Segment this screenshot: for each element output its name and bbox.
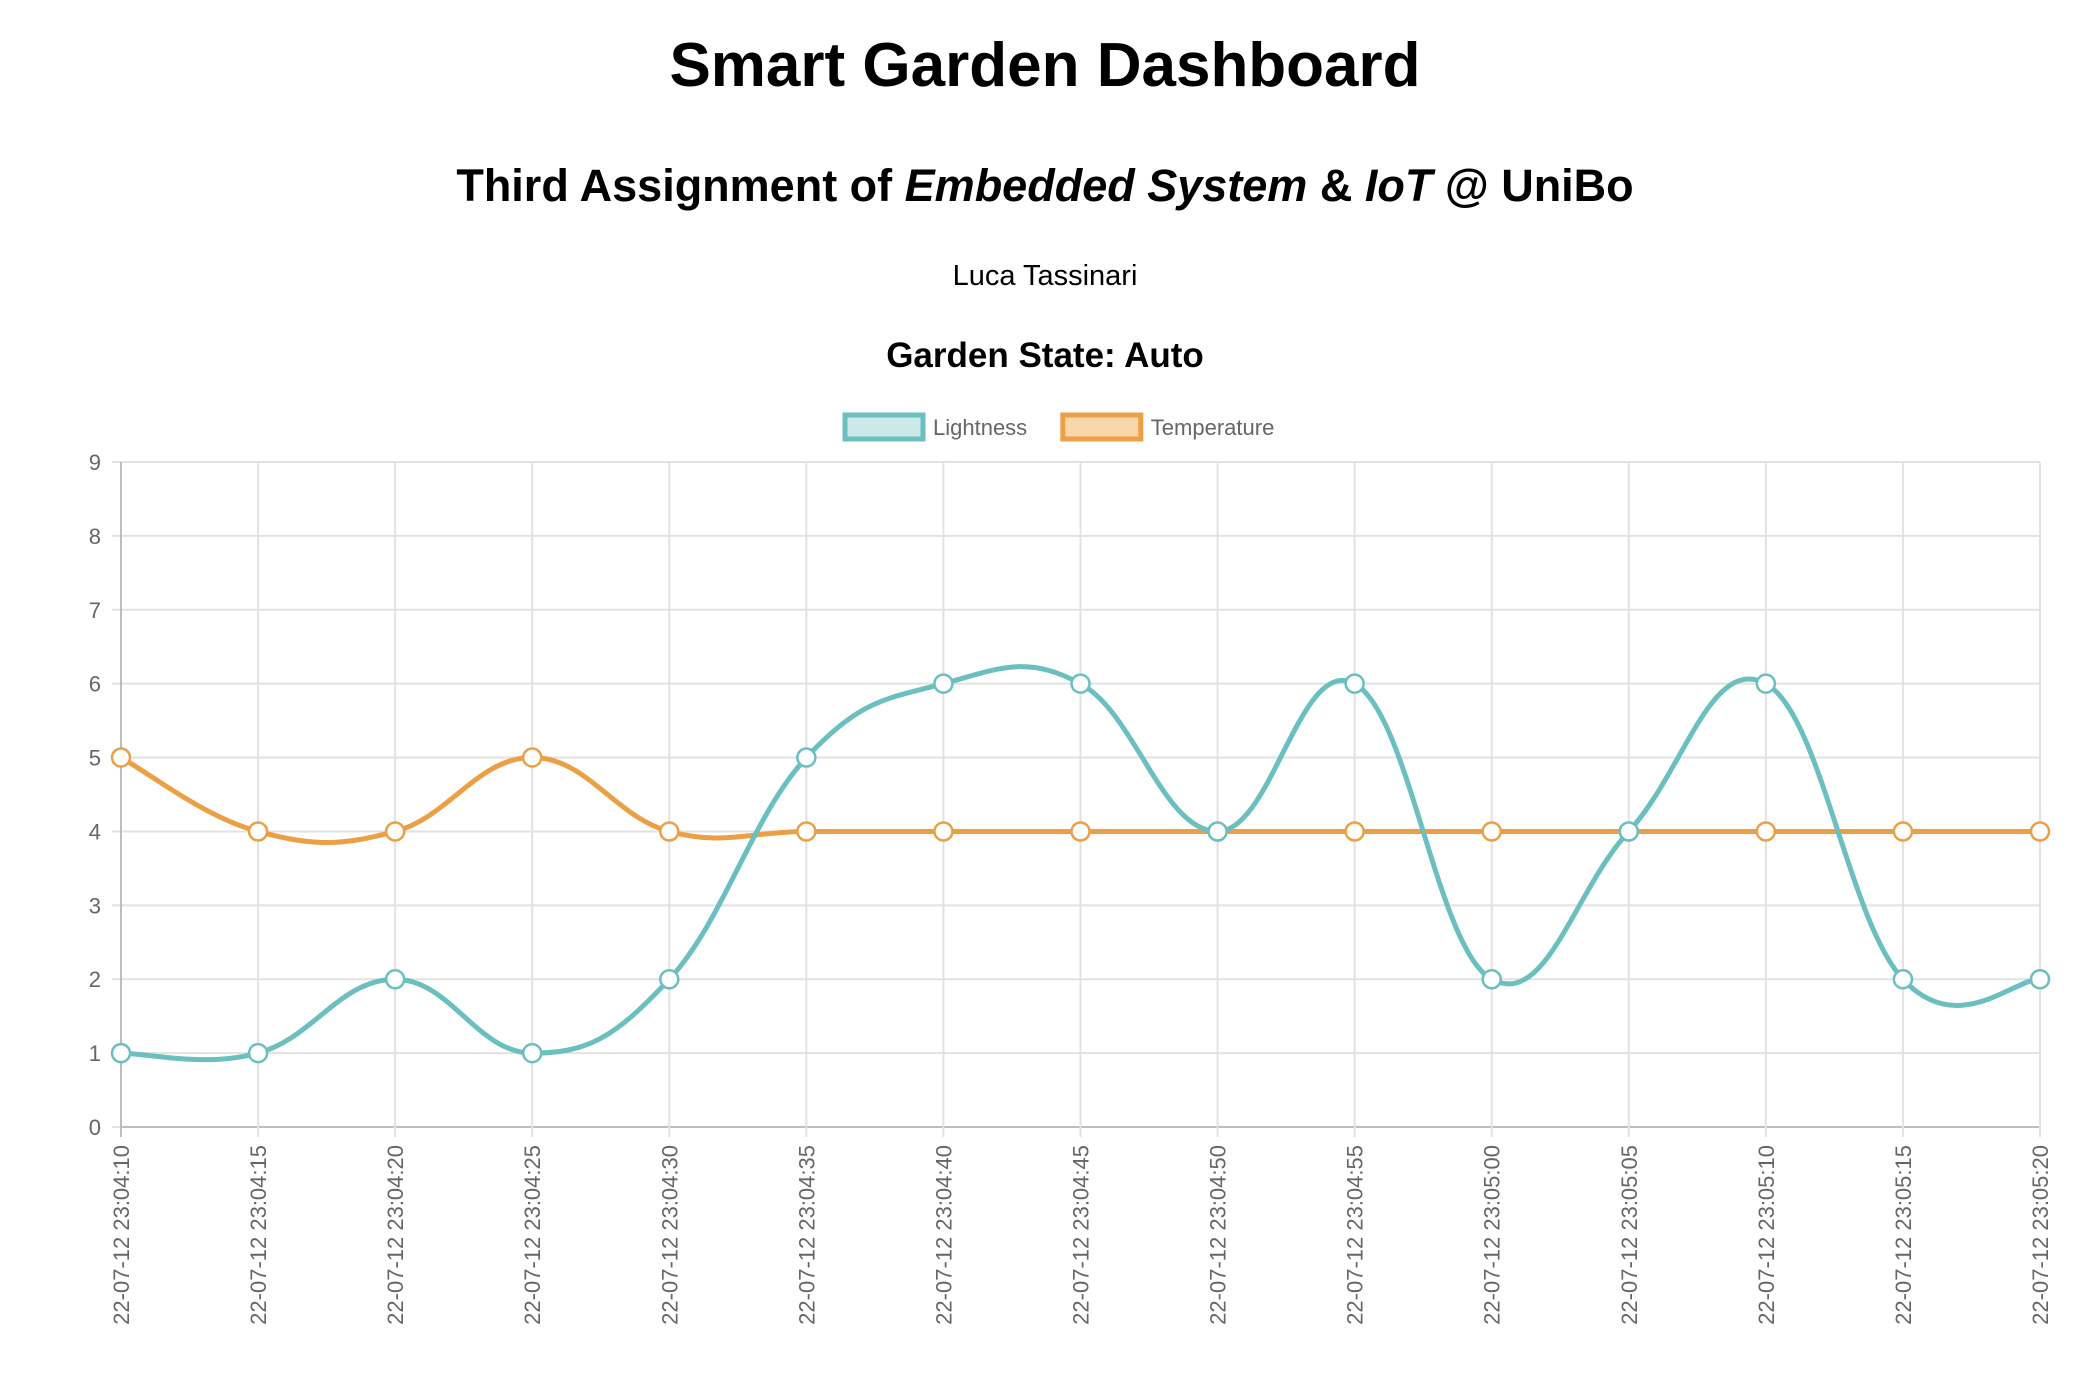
legend-swatch-temperature[interactable] (1060, 412, 1144, 442)
x-tick-label: 22-07-12 23:05:15 (1891, 1145, 1916, 1325)
legend-label-lightness[interactable]: Lightness (933, 415, 1027, 440)
lightness-data-point[interactable] (1618, 821, 1640, 842)
x-tick-label: 22-07-12 23:05:05 (1617, 1145, 1642, 1325)
chart-container: 0 1 2 3 4 5 6 7 8 9 22-07-12 23:04:10 22-07-12 23:0… (0, 400, 2090, 1384)
x-tick-label: 22-07-12 23:04:25 (520, 1145, 545, 1325)
y-tick-label: 3 (89, 893, 101, 918)
lightness-data-point[interactable] (1892, 968, 1914, 990)
temperature-data-point[interactable] (1344, 821, 1365, 842)
y-tick-label: 2 (89, 967, 101, 992)
page-title: Smart Garden Dashboard (669, 31, 1421, 100)
temperature-data-point[interactable] (110, 747, 132, 768)
subtitle-suffix: @ UniBo (1432, 160, 1634, 211)
lightness-data-point[interactable] (384, 968, 406, 990)
author-name: Luca Tassinari (952, 260, 1138, 292)
temperature-data-point[interactable] (2029, 821, 2051, 842)
garden-state: Garden State: Auto (886, 336, 1204, 375)
y-tick-label: 7 (89, 598, 101, 623)
page-subtitle: Third Assignment of Embedded System & Io… (0, 158, 2090, 214)
subtitle-prefix: Third Assignment of (456, 160, 905, 211)
lightness-data-point[interactable] (2029, 968, 2051, 990)
temperature-data-point[interactable] (933, 821, 954, 842)
subtitle-course: Embedded System (904, 160, 1308, 211)
temperature-data-point[interactable] (1755, 821, 1777, 842)
subtitle-topic: IoT (1364, 160, 1433, 211)
lightness-data-point[interactable] (1755, 673, 1777, 694)
temperature-data-point[interactable] (1481, 821, 1502, 842)
x-tick-label: 22-07-12 23:04:15 (246, 1145, 271, 1325)
y-tick-label: 4 (89, 819, 101, 844)
x-tick-label: 22-07-12 23:05:20 (2028, 1145, 2053, 1325)
x-tick-label: 22-07-12 23:04:30 (657, 1145, 682, 1325)
temperature-data-point[interactable] (659, 821, 680, 842)
y-tick-label: 8 (89, 524, 101, 549)
subtitle-ampersand: & (1307, 160, 1365, 211)
y-tick-label: 6 (89, 672, 101, 697)
x-tick-label: 22-07-12 23:04:50 (1206, 1145, 1231, 1325)
x-tick-label: 22-07-12 23:05:00 (1480, 1145, 1505, 1325)
temperature-data-point[interactable] (1070, 821, 1091, 842)
header: Smart Garden Dashboard Third Assignment … (0, 0, 2090, 378)
temperature-data-point[interactable] (1892, 821, 1914, 842)
x-tick-label: 22-07-12 23:04:55 (1343, 1145, 1368, 1325)
x-tick-label: 22-07-12 23:04:35 (794, 1145, 819, 1325)
line-chart: 0 1 2 3 4 5 6 7 8 9 22-07-12 23:04:10 22-07-12 23:0… (89, 412, 2053, 1325)
lightness-data-point[interactable] (1344, 673, 1365, 694)
lightness-data-point[interactable] (1070, 673, 1091, 694)
lightness-data-point[interactable] (247, 1042, 269, 1064)
x-tick-label: 22-07-12 23:04:40 (931, 1145, 956, 1325)
temperature-series-line (119, 755, 2040, 846)
temperature-data-point[interactable] (384, 821, 406, 842)
legend-label-temperature[interactable]: Temperature (1151, 415, 1275, 440)
lightness-data-point[interactable] (1481, 968, 1502, 990)
x-tick-label: 22-07-12 23:04:20 (383, 1145, 408, 1325)
lightness-data-point[interactable] (1207, 821, 1228, 842)
lightness-data-point[interactable] (933, 673, 954, 694)
temperature-data-point[interactable] (247, 821, 269, 842)
x-tick-label: 22-07-12 23:04:10 (109, 1145, 134, 1325)
temperature-data-point[interactable] (796, 821, 817, 842)
legend-swatch-lightness[interactable] (842, 412, 926, 442)
x-tick-label: 22-07-12 23:05:10 (1754, 1145, 1779, 1325)
lightness-data-point[interactable] (659, 968, 680, 990)
lightness-data-point[interactable] (521, 1042, 543, 1064)
lightness-series-line (120, 664, 2041, 1063)
y-tick-label: 5 (89, 746, 101, 771)
lightness-data-point[interactable] (796, 747, 817, 768)
y-tick-label: 1 (89, 1041, 101, 1066)
x-tick-label: 22-07-12 23:04:45 (1069, 1145, 1094, 1325)
temperature-data-point[interactable] (521, 747, 543, 768)
lightness-data-point[interactable] (110, 1042, 132, 1064)
y-tick-label: 9 (89, 450, 101, 475)
y-tick-label: 0 (89, 1115, 101, 1140)
